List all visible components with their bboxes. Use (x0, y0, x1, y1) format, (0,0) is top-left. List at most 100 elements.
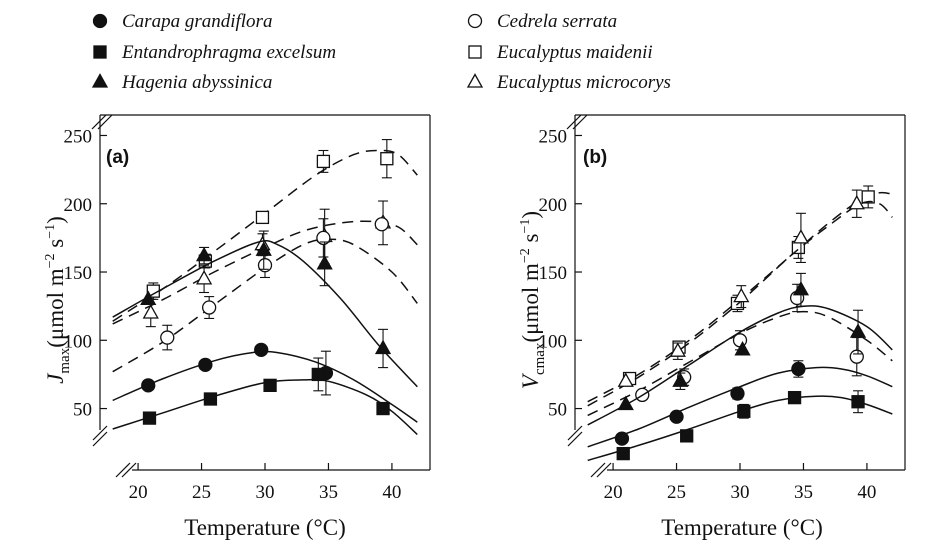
panel-a-ylabel: Jmax(μmol m−2 s−1) (43, 216, 73, 384)
x-axis-break (121, 462, 137, 478)
data-point-eucalyptus-microcorys (617, 372, 634, 387)
data-point-entandrophragma-excelsum (311, 367, 325, 382)
fit-curve-hagenia-abyssinica (112, 240, 418, 388)
legend-label-eucalyptus-microcorys: Eucalyptus microcorys (496, 72, 671, 93)
data-point-eucalyptus-microcorys (733, 287, 750, 303)
legend-item-hagenia-abyssinica: Hagenia abyssinica (91, 72, 272, 93)
panel-b: 20 25 30 35 40 50 100 150 200 250 (b) Temperature… (518, 114, 906, 540)
panel-a-xlabel: Temperature (°C) (184, 515, 345, 540)
data-point-cedrela-serrata (202, 300, 217, 315)
data-point-hagenia-abyssinica (140, 290, 157, 305)
data-point-entandrophragma-excelsum (680, 429, 694, 443)
legend-marker-eucalyptus-microcorys (466, 73, 484, 88)
x-axis-break (115, 462, 131, 478)
x-tick-label: 30 (256, 482, 275, 503)
y-axis-break (567, 431, 583, 447)
y-axis-break (92, 431, 108, 447)
legend-label-carapa-grandiflora: Carapa grandiflora (122, 11, 272, 32)
data-point-eucalyptus-maidenii (316, 154, 331, 169)
y-tick-label: 250 (539, 126, 568, 147)
data-point-hagenia-abyssinica (617, 395, 634, 411)
data-point-carapa-grandiflora (614, 431, 630, 446)
panel-a: 20 25 30 35 40 50 100 150 200 250 (a) Temperature… (43, 114, 431, 540)
data-point-entandrophragma-excelsum (203, 392, 218, 406)
data-point-entandrophragma-excelsum (142, 411, 157, 425)
legend-marker-entandrophragma-excelsum (93, 45, 107, 59)
x-tick-label: 35 (319, 482, 338, 503)
x-tick-label: 40 (382, 482, 401, 503)
fit-curve-cedrela-serrata (112, 238, 418, 373)
legend-item-entandrophragma-excelsum: Entandrophragma excelsum (93, 42, 336, 63)
data-point-hagenia-abyssinica (792, 280, 810, 296)
legend-marker-eucalyptus-maidenii (468, 45, 482, 59)
legend-marker-carapa-grandiflora (92, 13, 108, 29)
legend-label-eucalyptus-maidenii: Eucalyptus maidenii (496, 42, 653, 63)
data-point-eucalyptus-microcorys (848, 194, 865, 210)
x-tick-label: 35 (794, 482, 813, 503)
y-tick-label: 50 (548, 400, 567, 421)
data-point-carapa-grandiflora (254, 342, 269, 357)
fit-curve-carapa-grandiflora (587, 366, 893, 448)
data-point-carapa-grandiflora (198, 357, 213, 373)
data-point-entandrophragma-excelsum (787, 390, 802, 405)
data-point-entandrophragma-excelsum (851, 395, 865, 409)
data-point-cedrela-serrata (316, 230, 331, 246)
x-tick-label: 25 (667, 482, 686, 503)
data-point-eucalyptus-maidenii (380, 152, 394, 166)
series-eucalyptus-microcorys (587, 189, 893, 407)
x-axis-break (596, 462, 612, 478)
panel-b-ylabel: Vcmax(μmol m−2 s−1) (518, 211, 548, 389)
series-eucalyptus-maidenii (112, 139, 418, 322)
x-tick-label: 20 (604, 482, 623, 503)
series-hagenia-abyssinica (112, 230, 418, 388)
data-point-eucalyptus-maidenii (861, 190, 875, 204)
series-carapa-grandiflora (587, 360, 893, 448)
fit-curve-eucalyptus-microcorys (112, 220, 418, 325)
data-point-hagenia-abyssinica (734, 341, 751, 356)
y-axis-break (92, 425, 108, 441)
y-tick-label: 100 (539, 331, 568, 352)
x-tick-label: 40 (857, 482, 876, 503)
data-point-entandrophragma-excelsum (263, 378, 277, 392)
panel-b-axes: 20 25 30 35 40 50 100 150 200 250 (539, 114, 906, 503)
panel-a-axes: 20 25 30 35 40 50 100 150 200 250 (64, 114, 431, 503)
data-point-carapa-grandiflora (791, 361, 806, 377)
x-tick-label: 25 (192, 482, 211, 503)
y-tick-label: 200 (64, 195, 93, 216)
panel-a-series (112, 139, 418, 436)
y-tick-label: 50 (73, 400, 92, 421)
data-point-eucalyptus-microcorys (195, 270, 213, 285)
data-point-cedrela-serrata (374, 217, 389, 232)
y-tick-label: 200 (539, 195, 568, 216)
panel-b-tag: (b) (583, 147, 607, 168)
legend-label-entandrophragma-excelsum: Entandrophragma excelsum (121, 42, 336, 63)
top-axis-break (572, 114, 588, 130)
top-axis-break (91, 114, 107, 130)
legend-item-eucalyptus-maidenii: Eucalyptus maidenii (468, 42, 653, 63)
panel-b-series (587, 185, 893, 462)
data-point-cedrela-serrata (257, 258, 273, 273)
data-point-entandrophragma-excelsum (616, 446, 630, 461)
legend-item-carapa-grandiflora: Carapa grandiflora (92, 11, 272, 32)
data-point-carapa-grandiflora (141, 378, 156, 393)
data-point-cedrela-serrata (849, 349, 864, 364)
fit-curve-eucalyptus-maidenii (587, 191, 893, 403)
data-point-eucalyptus-maidenii (255, 210, 270, 225)
legend-label-hagenia-abyssinica: Hagenia abyssinica (121, 72, 272, 93)
y-axis-break (567, 425, 583, 441)
series-carapa-grandiflora (112, 342, 418, 423)
data-point-eucalyptus-microcorys (792, 229, 810, 244)
series-cedrela-serrata (112, 217, 418, 373)
legend-marker-hagenia-abyssinica (91, 73, 109, 88)
panel-b-xlabel: Temperature (°C) (661, 515, 822, 540)
fit-curve-hagenia-abyssinica (587, 305, 893, 426)
fit-curve-carapa-grandiflora (112, 350, 418, 423)
series-entandrophragma-excelsum (587, 390, 893, 462)
legend-label-cedrela-serrata: Cedrela serrata (497, 11, 617, 32)
y-tick-label: 250 (64, 126, 93, 147)
data-point-hagenia-abyssinica (255, 241, 272, 256)
data-point-eucalyptus-microcorys (669, 342, 686, 357)
x-tick-label: 30 (731, 482, 750, 503)
legend-item-eucalyptus-microcorys: Eucalyptus microcorys (466, 72, 671, 93)
